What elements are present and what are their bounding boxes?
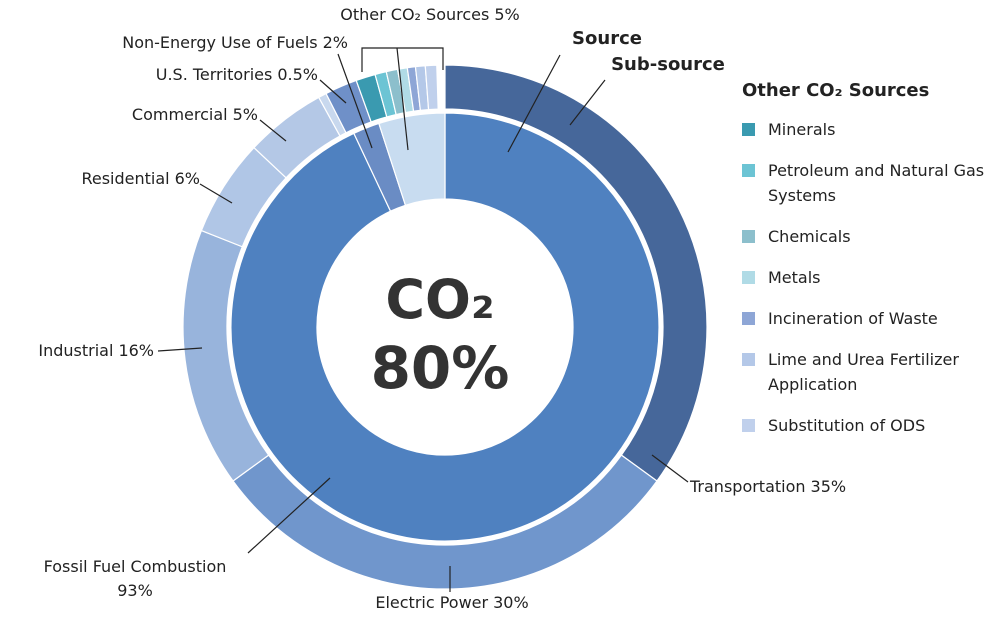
legend-item: Lime and Urea Fertilizer Application — [742, 347, 992, 397]
label-name: Non-Energy Use of Fuels — [122, 33, 317, 52]
center-title: CO₂ — [385, 268, 494, 331]
ring-label: Sub-source — [611, 54, 725, 75]
legend-item: Metals — [742, 265, 992, 290]
label-name: Industrial — [38, 341, 113, 360]
leader-line — [507, 54, 561, 153]
legend-item: Petroleum and Natural Gas Systems — [742, 158, 992, 208]
legend-label: Minerals — [768, 120, 836, 139]
legend-label: Metals — [768, 268, 821, 287]
legend-swatch — [742, 123, 755, 136]
segment-label: Other CO₂ Sources 5% — [340, 5, 519, 24]
segment-label: Fossil Fuel Combustion 93% — [44, 557, 227, 600]
legend-swatch — [742, 164, 755, 177]
legend-swatch — [742, 271, 755, 284]
legend-swatch — [742, 419, 755, 432]
segment-label: Non-Energy Use of Fuels 2% — [122, 33, 348, 52]
label-value: 5% — [494, 5, 519, 24]
segment-label: Commercial 5% — [132, 105, 258, 124]
leader-line — [337, 53, 373, 149]
donut-segment — [230, 112, 660, 542]
legend-label: Incineration of Waste — [768, 309, 938, 328]
label-name: Transportation — [689, 477, 806, 496]
leader-line — [319, 79, 347, 104]
legend-label: Substitution of ODS — [768, 416, 926, 435]
legend-title: Other CO₂ Sources — [742, 80, 930, 101]
legend-label: Petroleum and Natural Gas Systems — [768, 161, 985, 205]
label-name: U.S. Territories — [156, 65, 273, 84]
label-value: 6% — [175, 169, 200, 188]
leader-lines — [361, 47, 606, 153]
legend-label: Lime and Urea Fertilizer Application — [768, 350, 959, 394]
segment-label: U.S. Territories 0.5% — [156, 65, 318, 84]
label-value: 16% — [118, 341, 154, 360]
leader-line — [247, 477, 331, 554]
legend-swatch — [742, 230, 755, 243]
legend-item: Substitution of ODS — [742, 413, 992, 438]
segment-label: Residential 6% — [81, 169, 200, 188]
legend-item: Incineration of Waste — [742, 306, 992, 331]
legend-swatch — [742, 353, 755, 366]
legend: Other CO₂ Sources Minerals Petroleum and … — [742, 80, 992, 454]
label-name: Commercial — [132, 105, 228, 124]
segment-label: Transportation 35% — [689, 477, 846, 496]
label-value: 93% — [117, 581, 153, 600]
leader-line — [157, 347, 203, 352]
label-name: Electric Power — [375, 593, 488, 612]
leader-line — [199, 183, 233, 204]
donut-segment — [424, 64, 439, 111]
label-value: 2% — [323, 33, 348, 52]
bracket — [361, 47, 444, 72]
center-subtitle: 80% — [371, 334, 510, 402]
label-name: Fossil Fuel Combustion — [44, 557, 227, 576]
label-name: Other CO₂ Sources — [340, 5, 489, 24]
segment-label: Industrial 16% — [38, 341, 154, 360]
label-value: 30% — [493, 593, 529, 612]
segment-label: Electric Power 30% — [375, 593, 528, 612]
legend-item: Minerals — [742, 117, 992, 142]
leader-line — [396, 47, 409, 151]
ring-label: Source — [572, 28, 642, 49]
donut-segment — [378, 112, 446, 207]
label-value: 35% — [811, 477, 847, 496]
legend-swatch — [742, 312, 755, 325]
label-value: 5% — [233, 105, 258, 124]
legend-item: Chemicals — [742, 224, 992, 249]
legend-label: Chemicals — [768, 227, 851, 246]
leader-line — [651, 454, 689, 483]
label-name: Residential — [81, 169, 169, 188]
label-value: 0.5% — [277, 65, 318, 84]
leader-line — [259, 119, 287, 142]
leader-line — [569, 79, 606, 126]
